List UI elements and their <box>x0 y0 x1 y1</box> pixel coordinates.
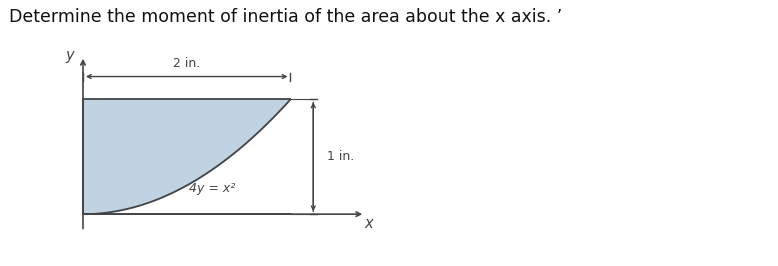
Text: x: x <box>364 216 373 231</box>
Polygon shape <box>83 99 290 214</box>
Text: 4y = x²: 4y = x² <box>189 182 235 195</box>
Text: 2 in.: 2 in. <box>173 57 201 70</box>
Text: Determine the moment of inertia of the area about the x axis. ’: Determine the moment of inertia of the a… <box>9 8 562 26</box>
Text: y: y <box>65 48 74 63</box>
Text: 1 in.: 1 in. <box>327 150 354 163</box>
